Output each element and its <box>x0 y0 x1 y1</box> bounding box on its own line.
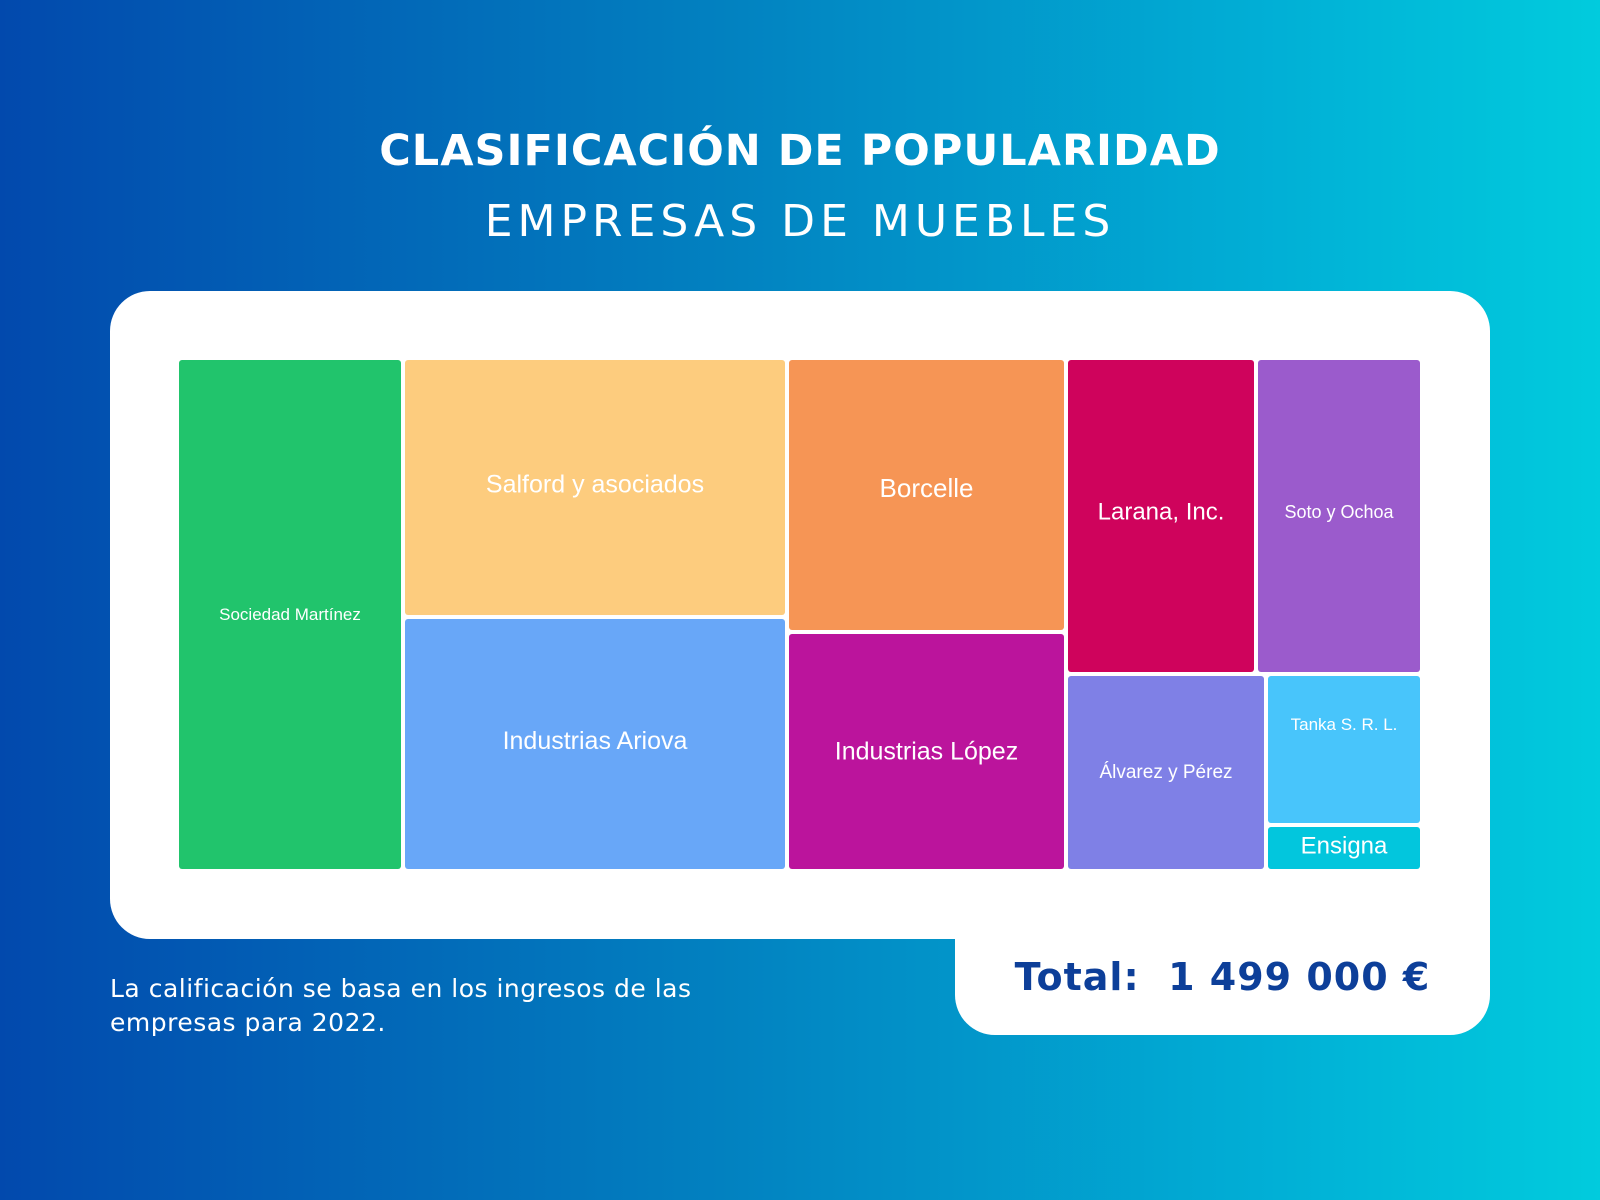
treemap-tile-label: Industrias López <box>835 738 1018 766</box>
treemap-tile-label: Borcelle <box>880 473 974 503</box>
chart-subtitle: EMPRESAS DE MUEBLES <box>484 196 1116 247</box>
treemap-rect <box>789 360 1064 630</box>
treemap-tile-alvarez-y-perez: Álvarez y Pérez <box>1068 676 1264 869</box>
treemap-rect <box>405 619 785 869</box>
treemap-tile-larana-inc: Larana, Inc. <box>1068 360 1254 672</box>
treemap-rect <box>405 360 785 615</box>
total-label: Total: <box>1014 955 1140 999</box>
treemap-tile-label: Ensigna <box>1301 833 1388 860</box>
total-readout: Total: 1 499 000 € <box>955 955 1490 999</box>
treemap-tile-salford-y-asociados: Salford y asociados <box>405 360 785 615</box>
treemap-tile-sociedad-martinez: Sociedad Martínez <box>179 360 401 869</box>
treemap-tile-label: Soto y Ochoa <box>1284 502 1394 522</box>
treemap-rect <box>1068 360 1254 672</box>
treemap-tile-label: Salford y asociados <box>486 471 704 499</box>
treemap-tile-tanka-s-r-l: Tanka S. R. L. <box>1268 676 1420 823</box>
footnote: La calificación se basa en los ingresos … <box>110 974 692 1037</box>
chart-title: CLASIFICACIÓN DE POPULARIDAD <box>379 126 1221 176</box>
treemap-rect <box>789 634 1064 869</box>
treemap-tile-label: Álvarez y Pérez <box>1099 762 1232 783</box>
treemap-tile-industrias-ariova: Industrias Ariova <box>405 619 785 869</box>
treemap-rect <box>1268 676 1420 823</box>
treemap-tile-label: Tanka S. R. L. <box>1291 715 1398 734</box>
treemap-rect <box>179 360 401 869</box>
treemap-rect <box>1268 827 1420 869</box>
total-card <box>955 890 1490 1035</box>
treemap-tile-label: Larana, Inc. <box>1098 499 1225 526</box>
treemap-rect <box>1258 360 1420 672</box>
treemap-tile-borcelle: Borcelle <box>789 360 1064 630</box>
treemap-rect <box>1068 676 1264 869</box>
treemap-tile-label: Industrias Ariova <box>503 727 688 755</box>
treemap-tile-ensigna: Ensigna <box>1268 827 1420 869</box>
treemap-tile-label: Sociedad Martínez <box>219 605 361 624</box>
treemap-tile-industrias-lopez: Industrias López <box>789 634 1064 869</box>
treemap-tile-soto-y-ochoa: Soto y Ochoa <box>1258 360 1420 672</box>
total-value: 1 499 000 € <box>1168 955 1431 999</box>
